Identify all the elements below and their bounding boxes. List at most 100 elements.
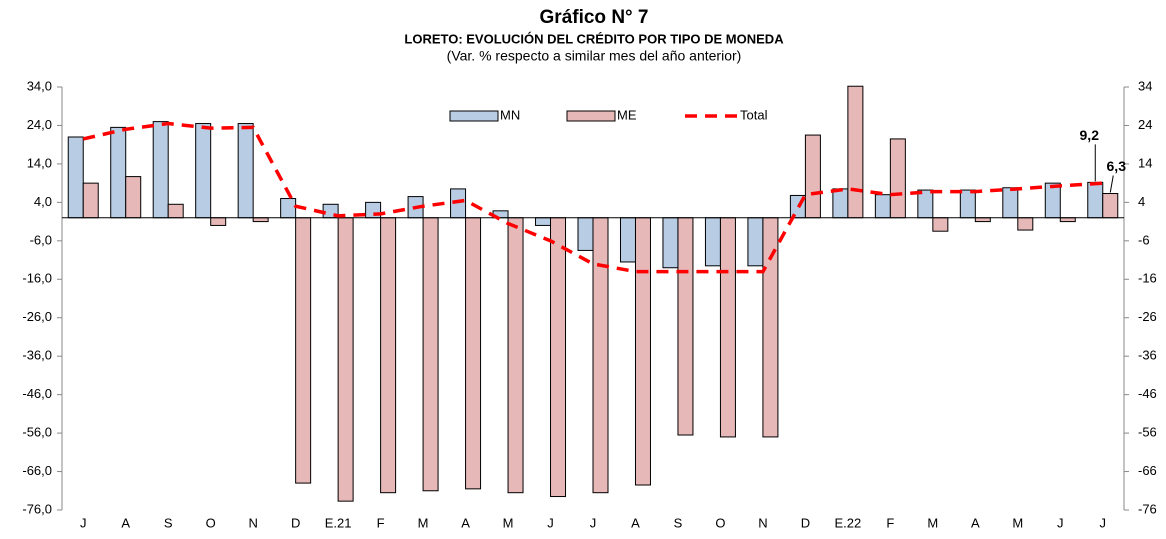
y-tick-label: -36,0 bbox=[22, 348, 52, 363]
y-tick-label: -66,0 bbox=[22, 463, 52, 478]
y2-tick-label: -56 bbox=[1138, 425, 1157, 440]
bar bbox=[832, 188, 849, 219]
label-leader bbox=[1109, 175, 1114, 193]
bar bbox=[577, 217, 594, 251]
x-tick-label: O bbox=[206, 515, 216, 530]
y2-tick-label: -46 bbox=[1138, 386, 1157, 401]
bar bbox=[1087, 181, 1104, 219]
x-tick-label: M bbox=[1012, 515, 1023, 530]
bar bbox=[535, 217, 552, 226]
chart-title: Gráfico N° 7 bbox=[540, 7, 649, 28]
x-tick-label: N bbox=[758, 515, 767, 530]
legend-swatch bbox=[566, 110, 616, 122]
legend-swatch bbox=[449, 110, 499, 122]
bar bbox=[1002, 187, 1019, 219]
bar bbox=[337, 217, 354, 502]
bar bbox=[619, 217, 636, 263]
y-tick-label: 34,0 bbox=[27, 78, 52, 93]
bar bbox=[550, 217, 567, 498]
bar bbox=[82, 182, 99, 219]
x-tick-label: J bbox=[1100, 515, 1107, 530]
y2-tick-label: -36 bbox=[1138, 348, 1157, 363]
x-tick-label: A bbox=[461, 515, 470, 530]
x-tick-label: A bbox=[971, 515, 980, 530]
y2-tick-label: -76 bbox=[1138, 501, 1157, 516]
line bbox=[82, 121, 1103, 274]
bar bbox=[295, 217, 312, 484]
x-tick-label: D bbox=[801, 515, 810, 530]
x-tick-label: O bbox=[715, 515, 725, 530]
bar bbox=[932, 217, 949, 232]
bar bbox=[422, 217, 439, 492]
bar bbox=[974, 217, 991, 223]
y-tick-label: -6,0 bbox=[30, 232, 52, 247]
x-tick-label: M bbox=[503, 515, 514, 530]
bar bbox=[1059, 217, 1076, 223]
y2-tick-label: 4 bbox=[1138, 194, 1145, 209]
y-tick-label: -26,0 bbox=[22, 309, 52, 324]
bar bbox=[67, 136, 84, 219]
bar bbox=[634, 217, 651, 486]
y2-tick-label: -6 bbox=[1138, 232, 1150, 247]
bar bbox=[237, 123, 254, 219]
x-tick-label: E.22 bbox=[835, 515, 862, 530]
legend-label: ME bbox=[617, 107, 637, 122]
y2-tick-label: -66 bbox=[1138, 463, 1157, 478]
x-tick-label: J bbox=[590, 515, 597, 530]
x-tick-label: M bbox=[927, 515, 938, 530]
data-label: 6,3 bbox=[1107, 158, 1127, 174]
chart-subtitle: LORETO: EVOLUCIÓN DEL CRÉDITO POR TIPO D… bbox=[404, 31, 784, 46]
x-tick-label: D bbox=[291, 515, 300, 530]
y2-tick-label: -26 bbox=[1138, 309, 1157, 324]
x-tick-label: J bbox=[80, 515, 87, 530]
bar bbox=[592, 217, 609, 494]
x-tick-label: F bbox=[377, 515, 385, 530]
y2-tick-label: 14 bbox=[1138, 155, 1152, 170]
bar bbox=[677, 217, 694, 436]
bar bbox=[847, 85, 864, 219]
bar bbox=[210, 217, 227, 226]
bar bbox=[1102, 193, 1119, 219]
x-tick-label: S bbox=[674, 515, 683, 530]
y-tick-label: -76,0 bbox=[22, 501, 52, 516]
bar bbox=[280, 198, 297, 219]
x-tick-label: E.21 bbox=[325, 515, 352, 530]
bar bbox=[704, 217, 721, 267]
bar bbox=[1017, 217, 1034, 231]
bar bbox=[167, 203, 184, 219]
x-tick-label: J bbox=[1057, 515, 1064, 530]
data-label: 9,2 bbox=[1080, 127, 1100, 143]
legend-label: Total bbox=[740, 107, 768, 122]
bar bbox=[195, 123, 212, 219]
bar bbox=[874, 194, 891, 219]
x-tick-label: M bbox=[418, 515, 429, 530]
bar bbox=[152, 121, 169, 219]
x-tick-label: S bbox=[164, 515, 173, 530]
y2-tick-label: 34 bbox=[1138, 78, 1152, 93]
bar bbox=[719, 217, 736, 438]
bar bbox=[889, 138, 906, 219]
y-tick-label: -16,0 bbox=[22, 271, 52, 286]
chart-note: (Var. % respecto a similar mes del año a… bbox=[447, 48, 742, 64]
y-tick-label: -56,0 bbox=[22, 425, 52, 440]
legend-label: MN bbox=[500, 107, 520, 122]
bar bbox=[380, 217, 397, 494]
bar bbox=[1044, 182, 1061, 219]
y-tick-label: 4,0 bbox=[34, 194, 52, 209]
bar bbox=[804, 134, 821, 219]
y-tick-label: -46,0 bbox=[22, 386, 52, 401]
bar bbox=[662, 217, 679, 269]
bar bbox=[507, 217, 524, 494]
bar bbox=[110, 126, 127, 219]
y2-tick-label: -16 bbox=[1138, 271, 1157, 286]
bar bbox=[747, 217, 764, 267]
bar bbox=[959, 189, 976, 219]
y-tick-label: 14,0 bbox=[27, 155, 52, 170]
x-tick-label: F bbox=[886, 515, 894, 530]
x-tick-label: A bbox=[121, 515, 130, 530]
x-tick-label: J bbox=[547, 515, 554, 530]
x-tick-label: N bbox=[248, 515, 257, 530]
y2-tick-label: 24 bbox=[1138, 117, 1152, 132]
y-tick-label: 24,0 bbox=[27, 117, 52, 132]
